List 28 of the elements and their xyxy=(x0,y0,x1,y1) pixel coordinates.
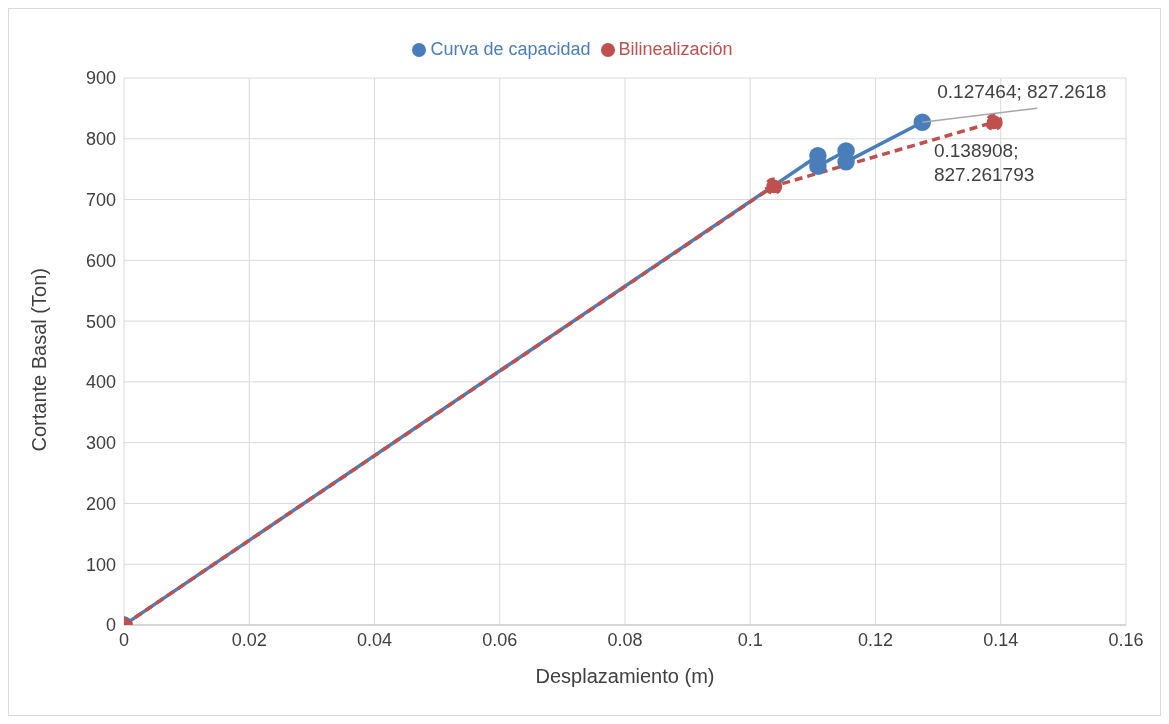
x-tick-label: 0.12 xyxy=(857,629,894,650)
point xyxy=(985,113,1003,131)
y-tick-label: 0 xyxy=(105,615,116,636)
x-tick-label: 0 xyxy=(118,629,130,650)
legend-label: Curva de capacidad xyxy=(430,39,591,59)
x-tick-label: 0.1 xyxy=(737,629,763,650)
x-tick-label: 0.16 xyxy=(1108,629,1144,650)
y-tick-label: 500 xyxy=(85,311,116,332)
point xyxy=(913,113,931,131)
data-label: 0.127464; 827.2618 xyxy=(937,81,1107,103)
x-tick-label: 0.08 xyxy=(607,629,643,650)
y-tick-label: 900 xyxy=(85,68,116,89)
y-tick-label: 800 xyxy=(85,129,116,150)
x-tick-label: 0.14 xyxy=(983,629,1019,650)
y-tick-label: 400 xyxy=(85,372,116,393)
y-tick-label: 200 xyxy=(85,493,116,514)
x-tick-label: 0.06 xyxy=(482,629,518,650)
y-tick-label: 300 xyxy=(85,433,116,454)
y-axis-title: Cortante Basal (Ton) xyxy=(28,268,51,452)
y-tick-label: 700 xyxy=(85,189,116,210)
y-tick-label: 600 xyxy=(85,250,116,271)
point xyxy=(764,177,783,195)
data-label: 0.138908; 827.261793 xyxy=(933,140,1035,186)
x-tick-label: 0.02 xyxy=(231,629,267,650)
x-axis-title: Desplazamiento (m) xyxy=(535,665,715,687)
x-tick-label: 0.04 xyxy=(356,629,393,650)
legend-label: Bilinealización xyxy=(618,39,733,59)
y-tick-label: 100 xyxy=(85,554,116,575)
